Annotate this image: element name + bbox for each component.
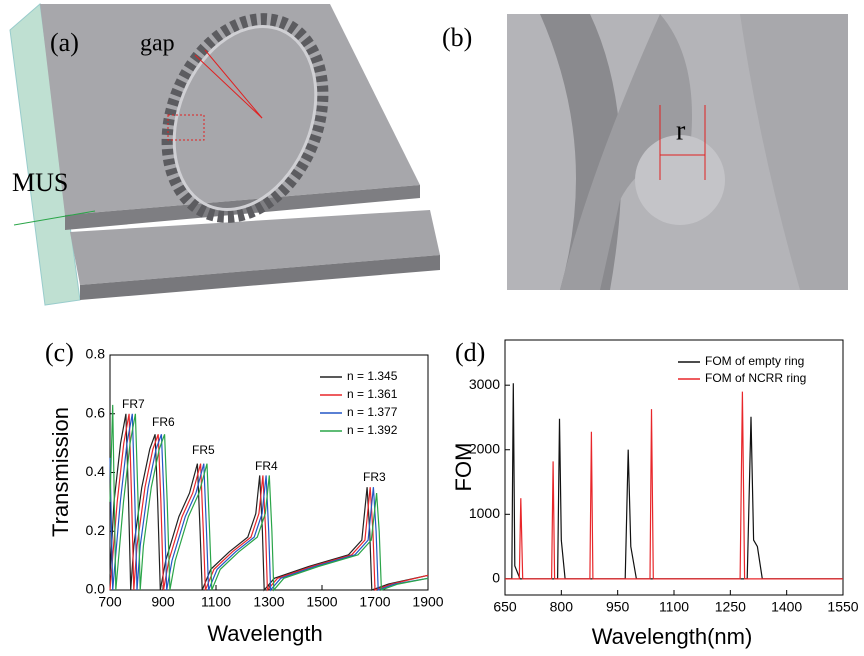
- x-tick-label: 1250: [715, 599, 746, 615]
- surface: [560, 14, 692, 290]
- annotation: FR4: [255, 459, 278, 473]
- y-tick-label: 0: [492, 570, 500, 586]
- panel-label: (a): [50, 28, 79, 57]
- annotation: FR5: [192, 443, 215, 457]
- y-tick-label: 1000: [469, 505, 500, 521]
- legend-label: FOM of empty ring: [705, 354, 804, 368]
- y-tick-label: 3000: [469, 376, 500, 392]
- y-tick-label: 0.0: [86, 581, 106, 597]
- annotation: gap: [140, 31, 175, 57]
- series-line: [109, 413, 429, 592]
- hole: [635, 135, 725, 225]
- top-block: [40, 4, 420, 215]
- annotation: FR7: [122, 397, 145, 411]
- y-tick-label: 0.4: [86, 463, 106, 479]
- x-tick-label: 1100: [201, 594, 231, 610]
- x-tick-label: 1500: [306, 594, 337, 610]
- legend-label: n = 1.377: [347, 405, 398, 419]
- y-tick-label: 0.6: [86, 404, 106, 420]
- surface: [740, 14, 848, 290]
- input-arrow: [13, 210, 96, 226]
- x-tick-label: 1300: [253, 594, 284, 610]
- x-axis-label: Wavelength: [207, 621, 322, 646]
- x-tick-label: 700: [98, 594, 122, 610]
- series-line: [505, 391, 843, 580]
- annotation: FR3: [363, 470, 386, 484]
- annotation: r: [676, 115, 686, 146]
- y-axis-label: FOM: [451, 443, 476, 492]
- legend-label: FOM of NCRR ring: [705, 371, 806, 385]
- waveguide: [70, 210, 440, 285]
- x-tick-label: 800: [550, 599, 574, 615]
- y-axis-label: Transmission: [48, 407, 73, 537]
- gap-line: [204, 49, 263, 119]
- waveguide-edge: [80, 255, 440, 300]
- x-axis-label: Wavelength(nm): [592, 624, 753, 649]
- annotation: FR6: [152, 415, 175, 429]
- x-tick-label: 950: [606, 599, 630, 615]
- panel-label: (b): [442, 23, 472, 52]
- zoom-box: [167, 114, 205, 141]
- x-tick-label: 1900: [412, 594, 443, 610]
- gap-line: [194, 54, 263, 119]
- y-tick-label: 0.2: [86, 522, 106, 538]
- series-line: [109, 404, 429, 592]
- legend-label: n = 1.345: [347, 369, 398, 383]
- series-line: [109, 413, 429, 592]
- legend-label: n = 1.392: [347, 423, 398, 437]
- x-tick-label: 1550: [827, 599, 858, 615]
- series-line: [505, 383, 843, 580]
- y-tick-label: 0.8: [86, 346, 106, 362]
- panel-label: (c): [45, 338, 74, 367]
- annotation: MUS: [12, 168, 68, 197]
- x-tick-label: 650: [493, 599, 517, 615]
- y-tick-label: 2000: [469, 440, 500, 456]
- x-tick-label: 900: [151, 594, 175, 610]
- x-tick-label: 1100: [659, 599, 689, 615]
- x-tick-label: 1700: [359, 594, 390, 610]
- panel-b-render: (b) r: [442, 14, 848, 290]
- panel-a-render: (a) gap MUS: [9, 3, 440, 306]
- series-line: [109, 413, 429, 592]
- legend-label: n = 1.361: [347, 387, 398, 401]
- panel-label: (d): [455, 338, 485, 367]
- ring-inner: [172, 25, 318, 211]
- x-tick-label: 1400: [771, 599, 802, 615]
- ring: [161, 13, 329, 223]
